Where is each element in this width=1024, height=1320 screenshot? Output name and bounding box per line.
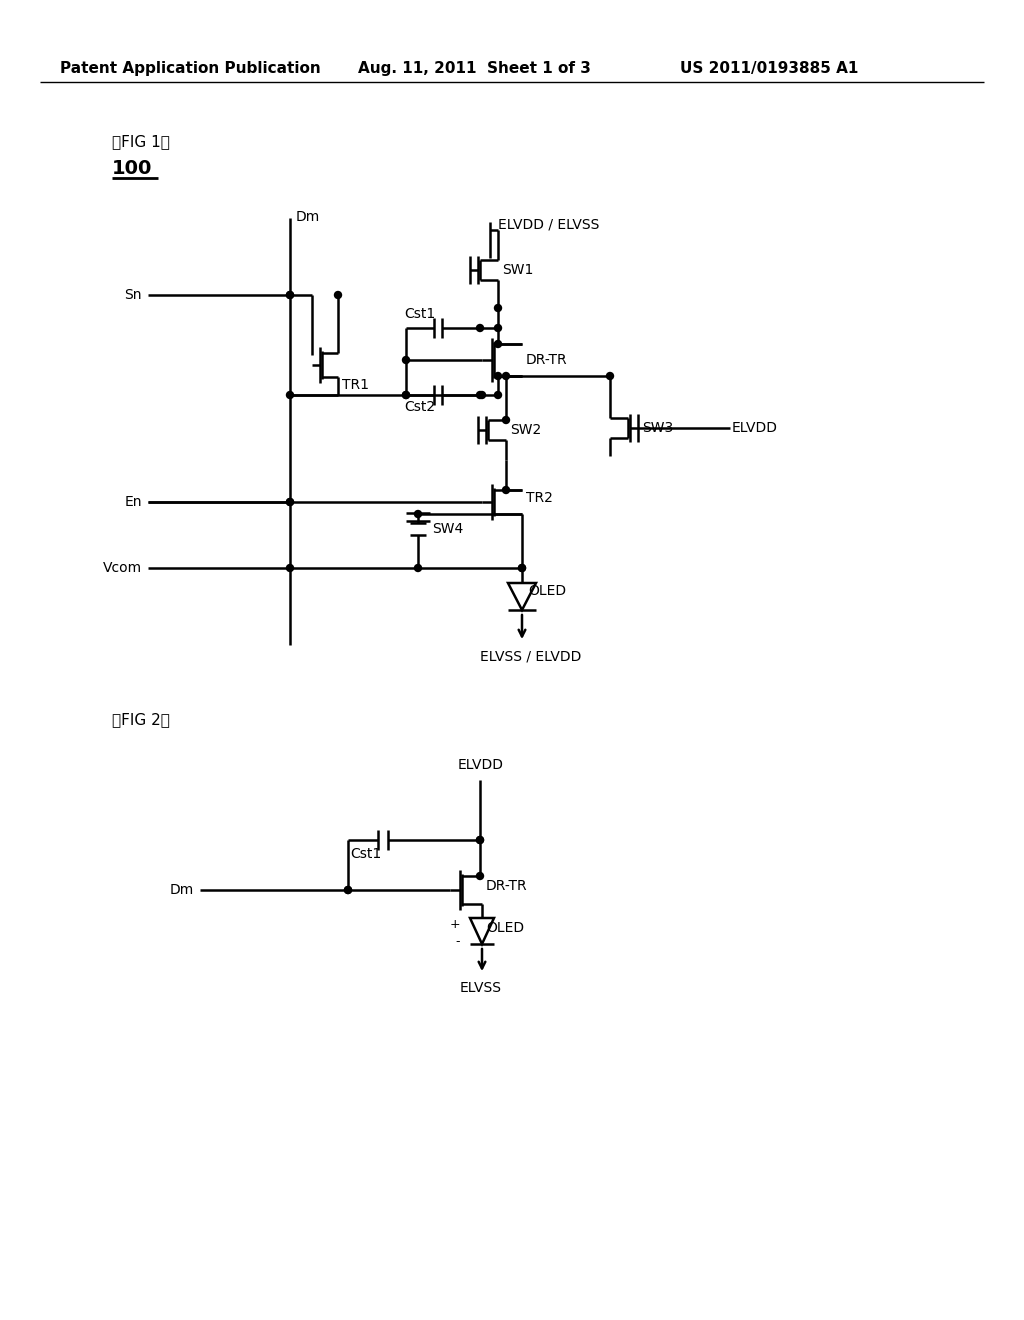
- Text: TR2: TR2: [526, 491, 553, 506]
- Text: ELVSS / ELVDD: ELVSS / ELVDD: [480, 649, 582, 663]
- Circle shape: [518, 565, 525, 572]
- Text: DR-TR: DR-TR: [526, 352, 567, 367]
- Circle shape: [344, 887, 351, 894]
- Circle shape: [344, 887, 351, 894]
- Text: Cst1: Cst1: [404, 308, 435, 321]
- Text: Aug. 11, 2011  Sheet 1 of 3: Aug. 11, 2011 Sheet 1 of 3: [358, 61, 591, 75]
- Text: ELVDD: ELVDD: [458, 758, 504, 772]
- Text: SW2: SW2: [510, 422, 542, 437]
- Text: -: -: [456, 936, 460, 949]
- Circle shape: [402, 356, 410, 363]
- Text: US 2011/0193885 A1: US 2011/0193885 A1: [680, 61, 858, 75]
- Circle shape: [415, 565, 422, 572]
- Circle shape: [495, 325, 502, 331]
- Text: +: +: [450, 917, 460, 931]
- Circle shape: [287, 565, 294, 572]
- Circle shape: [476, 392, 483, 399]
- Text: Patent Application Publication: Patent Application Publication: [60, 61, 321, 75]
- Circle shape: [287, 499, 294, 506]
- Circle shape: [495, 341, 502, 347]
- Text: 【FIG 2】: 【FIG 2】: [112, 713, 170, 727]
- Circle shape: [518, 565, 525, 572]
- Text: Dm: Dm: [170, 883, 194, 898]
- Text: DR-TR: DR-TR: [486, 879, 527, 894]
- Circle shape: [402, 392, 410, 399]
- Circle shape: [495, 305, 502, 312]
- Circle shape: [478, 392, 485, 399]
- Text: OLED: OLED: [528, 583, 566, 598]
- Circle shape: [476, 325, 483, 331]
- Circle shape: [476, 837, 483, 843]
- Circle shape: [415, 511, 422, 517]
- Circle shape: [503, 487, 510, 494]
- Circle shape: [476, 873, 483, 879]
- Text: ELVSS: ELVSS: [460, 981, 502, 995]
- Text: OLED: OLED: [486, 921, 524, 935]
- Circle shape: [287, 392, 294, 399]
- Text: 【FIG 1】: 【FIG 1】: [112, 135, 170, 149]
- Text: TR1: TR1: [342, 378, 369, 392]
- Text: Sn: Sn: [125, 288, 142, 302]
- Circle shape: [503, 372, 510, 380]
- Circle shape: [503, 417, 510, 424]
- Circle shape: [606, 372, 613, 380]
- Circle shape: [287, 292, 294, 298]
- Circle shape: [287, 499, 294, 506]
- Circle shape: [402, 392, 410, 399]
- Text: 100: 100: [112, 158, 153, 177]
- Text: ELVDD: ELVDD: [732, 421, 778, 436]
- Circle shape: [335, 292, 341, 298]
- Text: Dm: Dm: [296, 210, 321, 224]
- Text: Vcom: Vcom: [102, 561, 142, 576]
- Text: SW1: SW1: [502, 263, 534, 277]
- Text: SW4: SW4: [432, 521, 463, 536]
- Circle shape: [287, 292, 294, 298]
- Text: En: En: [125, 495, 142, 510]
- Text: ELVDD / ELVSS: ELVDD / ELVSS: [498, 218, 599, 232]
- Circle shape: [495, 372, 502, 380]
- Circle shape: [495, 392, 502, 399]
- Text: Cst2: Cst2: [404, 400, 435, 414]
- Circle shape: [476, 837, 483, 843]
- Text: SW3: SW3: [642, 421, 673, 436]
- Text: Cst1: Cst1: [350, 847, 381, 861]
